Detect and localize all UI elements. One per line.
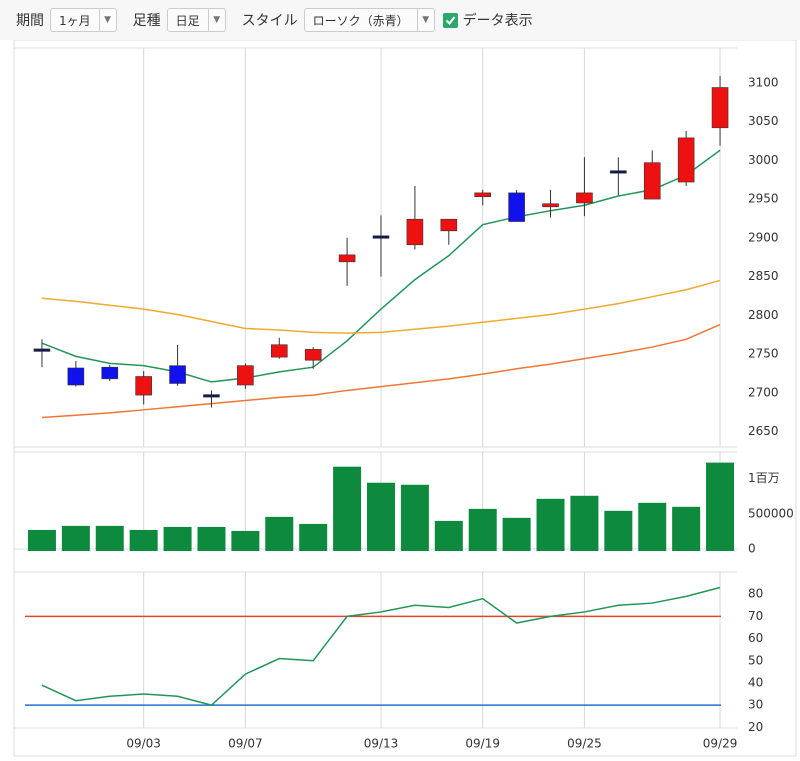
y-tick-label: 3100: [748, 75, 779, 89]
candle-body: [474, 192, 492, 198]
y-tick-label: 40: [748, 675, 763, 689]
label: スタイル: [241, 13, 298, 29]
check-icon: [445, 15, 455, 25]
y-tick-label: 2650: [748, 424, 779, 438]
candle-body: [542, 203, 559, 208]
volume-bar: [672, 506, 701, 551]
candle-body: [610, 170, 627, 174]
volume-bar: [163, 526, 192, 551]
y-tick-label: 1百万: [748, 471, 780, 485]
x-tick-label: 09/07: [228, 737, 263, 751]
candle-body: [508, 192, 525, 222]
dropdown-arrow: ▼: [416, 9, 434, 31]
candle-body: [67, 367, 85, 386]
candle-body: [33, 348, 51, 352]
candle-body: [237, 365, 254, 386]
y-tick-label: 500000: [748, 506, 794, 520]
candle-body: [270, 344, 288, 358]
candle-body: [440, 218, 458, 232]
volume-bar: [27, 529, 56, 551]
y-tick-label: 20: [748, 720, 763, 734]
volume-bar: [536, 498, 565, 551]
volume-bar: [638, 502, 667, 551]
y-tick-label: 70: [748, 609, 763, 623]
volume-bar: [367, 482, 395, 551]
candle-body: [406, 218, 424, 246]
line-series: [41, 586, 721, 706]
candle-body: [169, 365, 186, 384]
volume-bar: [400, 484, 429, 551]
label: 足種: [132, 13, 161, 29]
x-tick-label: 09/03: [126, 737, 161, 751]
line-series: [41, 323, 721, 419]
candle-body: [338, 254, 356, 263]
volume-bar: [299, 523, 328, 551]
y-tick-label: 0: [748, 542, 756, 556]
select-value: 1ヶ月: [59, 13, 91, 28]
candle-body: [576, 192, 593, 204]
x-tick-label: 09/25: [567, 737, 602, 751]
checkbox-label[interactable]: データ表示: [462, 13, 533, 29]
volume-bar: [706, 462, 735, 551]
dropdown-arrow: ▼: [207, 9, 225, 31]
dropdown-arrow: ▼: [98, 9, 116, 31]
volume-bar: [502, 517, 531, 551]
select-value: ローソク（赤青）: [312, 13, 409, 28]
period-select[interactable]: 1ヶ月 ▼: [50, 8, 117, 32]
volume-bar: [129, 529, 158, 551]
y-tick-label: 2850: [748, 269, 779, 283]
volume-bar: [197, 526, 226, 551]
candle-body: [677, 137, 695, 183]
volume-bar: [61, 525, 90, 551]
checkbox[interactable]: [442, 12, 458, 28]
y-tick-label: 2900: [748, 230, 779, 244]
volume-bar: [468, 508, 497, 551]
y-tick-label: 2750: [748, 347, 779, 361]
style-select[interactable]: ローソク（赤青） ▼: [303, 8, 435, 32]
candle-body: [203, 394, 220, 398]
volume-bar: [434, 520, 463, 551]
y-tick-label: 3000: [748, 153, 779, 167]
volume-bar: [265, 516, 294, 551]
bar-select[interactable]: 日足 ▼: [166, 8, 226, 32]
x-tick-label: 09/19: [465, 737, 500, 751]
chart-frame: [13, 39, 797, 757]
label: 期間: [16, 13, 44, 29]
y-tick-label: 80: [748, 587, 763, 601]
candle-body: [101, 366, 119, 380]
volume-bar: [604, 510, 633, 551]
candle-body: [643, 162, 661, 200]
y-tick-label: 2950: [748, 192, 779, 206]
line-series: [41, 279, 721, 334]
y-tick-label: 30: [748, 698, 763, 712]
volume-bar: [231, 530, 260, 551]
candle-body: [135, 376, 152, 396]
toolbar: 期間 1ヶ月 ▼ 足種 日足 ▼ スタイル ローソク（赤青） ▼ データ表示: [0, 0, 800, 40]
y-tick-label: 50: [748, 653, 763, 667]
volume-bar: [95, 525, 124, 551]
candle-body: [304, 349, 322, 361]
y-tick-label: 60: [748, 631, 763, 645]
candle-body: [711, 87, 729, 129]
y-tick-label: 3050: [748, 114, 779, 128]
volume-bar: [570, 495, 599, 551]
select-value: 日足: [175, 13, 200, 28]
line-series: [41, 149, 721, 383]
x-tick-label: 09/13: [364, 737, 399, 751]
y-tick-label: 2800: [748, 308, 779, 322]
candle-body: [372, 235, 390, 239]
y-tick-label: 2700: [748, 385, 779, 399]
volume-bar: [333, 466, 362, 551]
x-tick-label: 09/29: [703, 737, 738, 751]
